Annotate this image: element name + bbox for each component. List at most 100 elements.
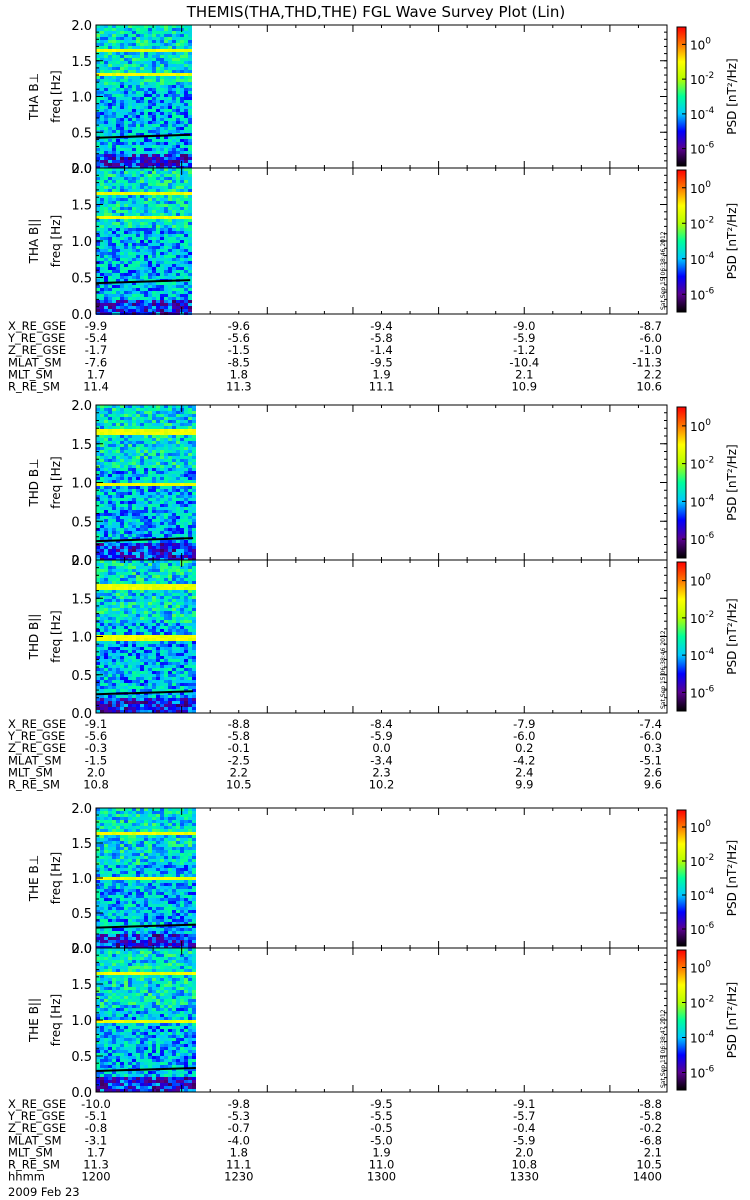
spectrogram-cell bbox=[152, 180, 156, 183]
spectrogram-cell bbox=[180, 31, 184, 34]
spectrogram-cell bbox=[112, 668, 116, 671]
spectrogram-cell bbox=[152, 204, 156, 207]
spectrogram-cell bbox=[116, 64, 120, 67]
spectrogram-cell bbox=[148, 650, 152, 653]
spectrogram-cell bbox=[104, 647, 108, 650]
spectrogram-cell bbox=[192, 552, 196, 555]
spectrogram-cell bbox=[124, 483, 128, 486]
spectrogram-cell bbox=[164, 447, 168, 450]
spectrogram-cell bbox=[160, 501, 164, 504]
spectrogram-cell bbox=[192, 674, 196, 677]
spectrogram-cell bbox=[128, 82, 132, 85]
spectrogram-cell bbox=[96, 826, 100, 829]
spectrogram-cell bbox=[116, 546, 120, 549]
spectrogram-cell bbox=[128, 64, 132, 67]
spectrogram-cell bbox=[128, 306, 132, 309]
spectrogram-cell bbox=[112, 195, 116, 198]
spectrogram-cell bbox=[120, 507, 124, 510]
spectrogram-cell bbox=[124, 534, 128, 537]
spectrogram-cell bbox=[168, 97, 172, 100]
spectrogram-cell bbox=[96, 495, 100, 498]
spectrogram-cell bbox=[176, 228, 180, 231]
spectrogram-cell bbox=[112, 276, 116, 279]
spectrogram-cell bbox=[176, 641, 180, 644]
spectrogram-cell bbox=[108, 528, 112, 531]
spectrogram-cell bbox=[188, 659, 192, 662]
spectrogram-cell bbox=[104, 441, 108, 444]
spectrogram-cell bbox=[108, 707, 112, 710]
spectrogram-cell bbox=[152, 228, 156, 231]
spectrogram-cell bbox=[132, 180, 136, 183]
spectrogram-cell bbox=[100, 644, 104, 647]
spectrogram-cell bbox=[108, 522, 112, 525]
spectrogram-cell bbox=[184, 91, 188, 94]
spectrogram-cell bbox=[168, 450, 172, 453]
spectrogram-cell bbox=[116, 183, 120, 186]
spectrogram-cell bbox=[128, 632, 132, 635]
spectrogram-cell bbox=[120, 231, 124, 234]
spectrogram-cell bbox=[124, 626, 128, 629]
spectrogram-cell bbox=[116, 61, 120, 64]
spectrogram-cell bbox=[152, 237, 156, 240]
spectrogram-cell bbox=[124, 300, 128, 303]
spectrogram-cell bbox=[180, 471, 184, 474]
spectrogram-cell bbox=[128, 133, 132, 136]
spectrogram-cell bbox=[152, 40, 156, 43]
spectrogram-cell bbox=[136, 285, 140, 288]
spectrogram-cell bbox=[156, 276, 160, 279]
spectrogram-cell bbox=[172, 683, 176, 686]
spectrogram-cell bbox=[120, 306, 124, 309]
spectrogram-cell bbox=[120, 695, 124, 698]
spectrogram-cell bbox=[116, 58, 120, 61]
spectrogram-cell bbox=[160, 192, 164, 195]
spectrogram-cell bbox=[172, 605, 176, 608]
spectrogram-cell bbox=[180, 605, 184, 608]
spectrogram-cell bbox=[136, 174, 140, 177]
spectrogram-cell bbox=[128, 237, 132, 240]
spectrogram-cell bbox=[168, 614, 172, 617]
spectrogram-cell bbox=[160, 261, 164, 264]
spectrogram-cell bbox=[96, 426, 100, 429]
spectrogram-cell bbox=[148, 528, 152, 531]
spectrogram-cell bbox=[120, 76, 124, 79]
spectrogram-cell bbox=[188, 67, 192, 70]
spectrogram-cell bbox=[152, 593, 156, 596]
spectrogram-cell bbox=[160, 489, 164, 492]
spectrogram-cell bbox=[148, 507, 152, 510]
spectrogram-cell bbox=[132, 106, 136, 109]
spectrogram-cell bbox=[128, 94, 132, 97]
spectrogram-cell bbox=[108, 677, 112, 680]
spectrogram-cell bbox=[104, 70, 108, 73]
spectrogram-cell bbox=[112, 456, 116, 459]
spectrogram-cell bbox=[124, 701, 128, 704]
spectrogram-cell bbox=[160, 163, 164, 166]
spectrogram-cell bbox=[152, 34, 156, 37]
spectrogram-cell bbox=[124, 695, 128, 698]
spectrogram-cell bbox=[176, 420, 180, 423]
spectrogram-cell bbox=[120, 566, 124, 569]
spectrogram-cell bbox=[124, 294, 128, 297]
spectrogram-cell bbox=[104, 659, 108, 662]
spectrogram-cell bbox=[128, 543, 132, 546]
spectrogram-cell bbox=[140, 231, 144, 234]
spectrogram-cell bbox=[192, 459, 196, 462]
spectrogram-cell bbox=[96, 447, 100, 450]
spectrogram-cell bbox=[168, 43, 172, 46]
spectrogram-cell bbox=[128, 596, 132, 599]
spectrogram-cell bbox=[136, 459, 140, 462]
spectrogram-cell bbox=[108, 584, 112, 587]
spectrogram-cell bbox=[160, 701, 164, 704]
spectrogram-cell bbox=[136, 192, 140, 195]
spectrogram-cell bbox=[168, 198, 172, 201]
spectrogram-cell bbox=[124, 231, 128, 234]
spectrogram-cell bbox=[180, 216, 184, 219]
spectrogram-cell bbox=[160, 249, 164, 252]
spectrogram-cell bbox=[124, 414, 128, 417]
spectrogram-cell bbox=[96, 213, 100, 216]
spectrogram-cell bbox=[164, 528, 168, 531]
spectrogram-cell bbox=[144, 139, 148, 142]
spectrogram-cell bbox=[156, 611, 160, 614]
spectrogram-cell bbox=[184, 219, 188, 222]
spectrogram-cell bbox=[172, 58, 176, 61]
spectrogram-cell bbox=[168, 231, 172, 234]
